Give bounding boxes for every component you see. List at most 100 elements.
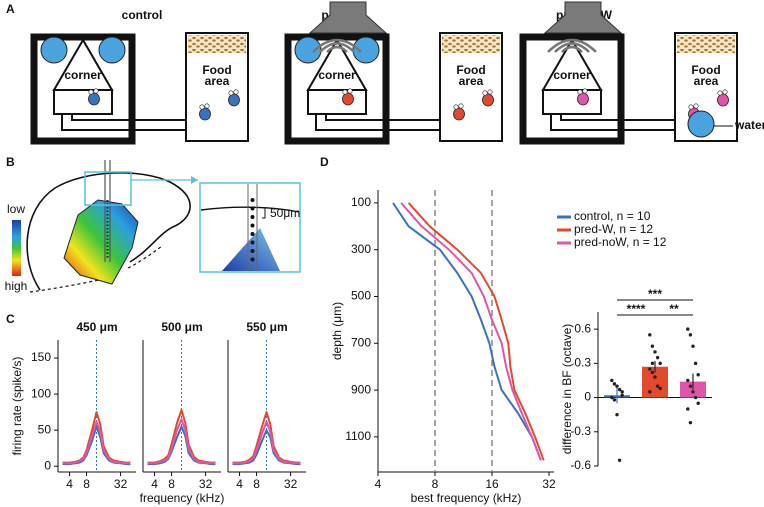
data-point bbox=[610, 378, 614, 383]
mouse-ear bbox=[482, 90, 488, 96]
food bbox=[677, 35, 735, 53]
y-tick-label: 150 bbox=[31, 350, 51, 364]
x-tick-label: 4 bbox=[151, 477, 158, 491]
y-tick-label: 500 bbox=[351, 289, 371, 303]
brain-boundary bbox=[127, 245, 163, 269]
food bbox=[188, 35, 246, 53]
food bbox=[442, 35, 500, 53]
mouse-body bbox=[577, 92, 589, 106]
x-tick-label: 32 bbox=[542, 477, 556, 491]
food-label: area bbox=[459, 74, 484, 88]
data-point bbox=[691, 390, 695, 394]
significance-label: ** bbox=[669, 302, 679, 316]
series-line bbox=[392, 202, 542, 461]
shelter bbox=[352, 36, 380, 64]
scale-bar-label: 50μm bbox=[270, 206, 300, 220]
data-point bbox=[648, 333, 652, 337]
mouse-ear bbox=[233, 89, 239, 95]
speaker bbox=[308, 1, 388, 34]
x-tick-label: 4 bbox=[66, 477, 73, 491]
shelter bbox=[294, 36, 322, 64]
data-point bbox=[686, 378, 690, 383]
series-line bbox=[407, 202, 545, 461]
mouse-ear bbox=[693, 103, 699, 109]
data-point bbox=[688, 333, 693, 337]
data-point bbox=[648, 390, 652, 394]
mouse-ear bbox=[347, 88, 353, 94]
x-axis-label: frequency (kHz) bbox=[140, 491, 225, 505]
significance-label: *** bbox=[648, 287, 662, 301]
mouse-body bbox=[342, 92, 354, 106]
food-label: Food bbox=[456, 63, 485, 77]
y-tick-label: 1100 bbox=[345, 429, 371, 443]
corner-label: corner bbox=[64, 68, 102, 82]
water bbox=[687, 110, 715, 138]
food-label: area bbox=[205, 74, 230, 88]
series-line bbox=[232, 420, 301, 465]
mouse-ear bbox=[453, 104, 459, 110]
sound-wave bbox=[547, 38, 597, 53]
corridor bbox=[550, 114, 675, 131]
data-point bbox=[617, 387, 622, 392]
mouse-body bbox=[717, 93, 729, 107]
chart-title: 550 μm bbox=[246, 320, 287, 334]
data-point bbox=[686, 407, 690, 411]
data-point bbox=[686, 327, 690, 331]
corridor bbox=[61, 114, 186, 131]
brain-diagram: 50μm low high bbox=[5, 160, 301, 293]
y-tick-label: 100 bbox=[31, 386, 51, 400]
data-point bbox=[620, 390, 624, 394]
significance-label: **** bbox=[627, 302, 646, 316]
legend-label: pred-noW, n = 12 bbox=[574, 235, 667, 249]
y-axis-label: firing rate (spike/s) bbox=[10, 357, 24, 456]
x-tick-label: 4 bbox=[236, 477, 243, 491]
scale-bracket bbox=[262, 207, 266, 219]
corner-label: corner bbox=[318, 68, 356, 82]
panel-label: B bbox=[6, 155, 15, 169]
auditory-cortex bbox=[63, 199, 139, 285]
mouse-ear bbox=[342, 89, 348, 95]
x-axis-label: best frequency (kHz) bbox=[411, 491, 522, 505]
cortex-surface bbox=[200, 206, 300, 213]
scale-low-label: low bbox=[7, 202, 25, 216]
data-point bbox=[612, 382, 617, 386]
mouse-body bbox=[228, 93, 240, 107]
mouse-ear bbox=[717, 90, 723, 96]
x-tick-label: 4 bbox=[375, 477, 382, 491]
x-tick-label: 32 bbox=[284, 477, 298, 491]
zoom-region bbox=[84, 171, 132, 206]
y-tick-label: 0 bbox=[584, 390, 591, 404]
y-tick-label: 0.3 bbox=[574, 356, 591, 370]
y-tick-label: 300 bbox=[351, 242, 371, 256]
mouse-ear bbox=[199, 104, 205, 110]
x-tick-label: 8 bbox=[83, 477, 90, 491]
mouse-ear bbox=[458, 103, 464, 109]
mouse-ear bbox=[722, 89, 728, 95]
legend-label: control, n = 10 bbox=[574, 209, 651, 223]
data-point bbox=[691, 344, 695, 348]
mouse-body bbox=[482, 93, 494, 107]
data-point bbox=[650, 344, 655, 348]
x-tick-label: 16 bbox=[485, 477, 499, 491]
legend-label: pred-W, n = 12 bbox=[574, 222, 653, 236]
y-tick-label: 900 bbox=[351, 382, 371, 396]
y-tick-label: 50 bbox=[38, 422, 52, 436]
x-tick-label: 8 bbox=[253, 477, 260, 491]
x-tick-label: 8 bbox=[168, 477, 175, 491]
panel-label: A bbox=[6, 2, 15, 16]
food-label: Food bbox=[691, 63, 720, 77]
y-tick-label: -0.3 bbox=[570, 424, 591, 438]
data-point bbox=[696, 401, 700, 405]
data-point bbox=[658, 361, 662, 366]
sound-wave bbox=[561, 45, 583, 53]
data-point bbox=[612, 398, 617, 402]
series-line bbox=[400, 202, 542, 461]
data-point bbox=[615, 384, 619, 388]
data-point bbox=[615, 412, 619, 417]
mouse-ear bbox=[577, 89, 583, 95]
y-axis-label: difference in BF (octave) bbox=[560, 324, 574, 455]
data-point bbox=[655, 355, 660, 360]
brain-outline bbox=[26, 172, 191, 291]
mouse-body bbox=[199, 107, 211, 121]
